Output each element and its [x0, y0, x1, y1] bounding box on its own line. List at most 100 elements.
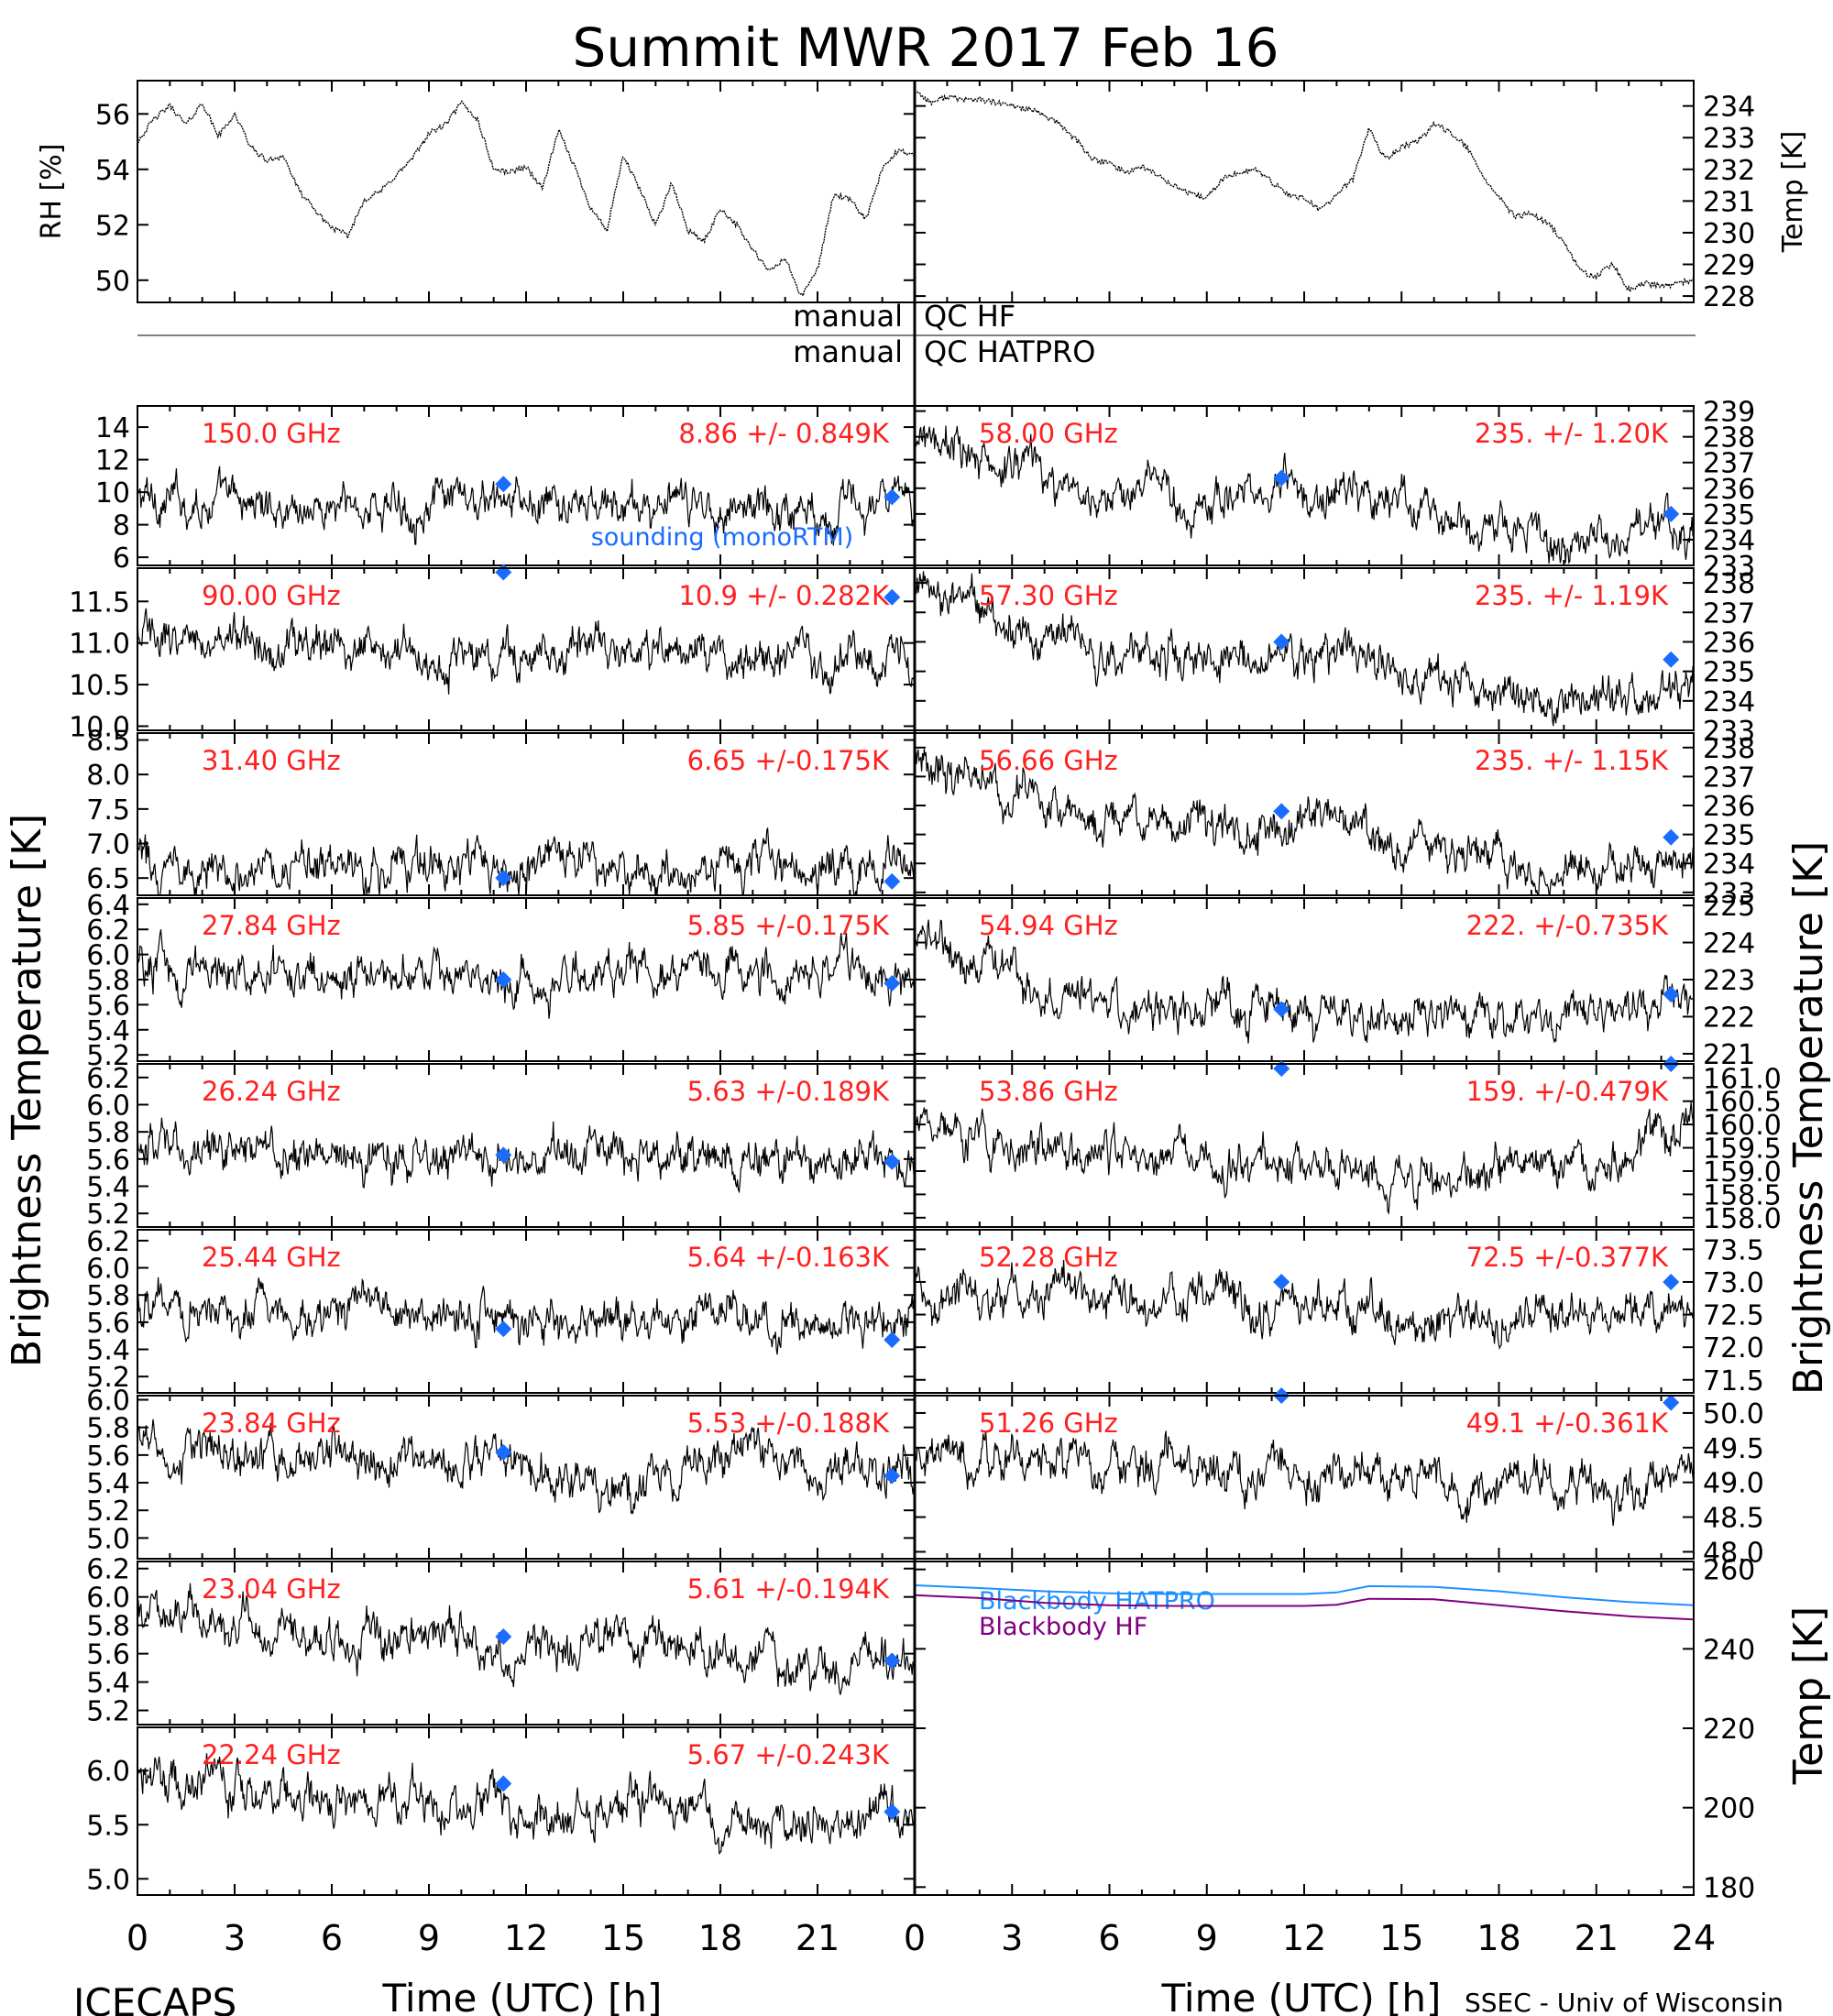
panel-54-94-y-tick-label: 223 — [1703, 965, 1755, 997]
panel-27-84-sounding-marker — [884, 975, 901, 992]
panel-56-66-y-tick-label: 237 — [1703, 761, 1755, 794]
panel-26-24-y-tick-label: 5.6 — [86, 1145, 130, 1177]
panel-56-66-y-tick-label: 233 — [1703, 878, 1755, 910]
x-tick-label-left: 6 — [321, 1918, 343, 1958]
panel-22-24: 22.24 GHz 5.67 +/-0.243K — [137, 1739, 916, 1855]
panel-22-24-y-tick-label: 5.0 — [86, 1864, 130, 1896]
x-tick-label-left: 3 — [224, 1918, 246, 1958]
panel-150-0-annotation: sounding (monoRTM) — [591, 523, 853, 552]
qc-row-2-left: manual — [793, 334, 903, 369]
x-tick-label-right: 3 — [1001, 1918, 1023, 1958]
panel-54-94-stat-label: 222. +/-0.735K — [1466, 910, 1669, 941]
panel-27-84-trace — [137, 929, 916, 1019]
panel-31-40-y-tick-label: 7.0 — [86, 829, 130, 861]
panel-53-86-trace — [914, 1101, 1695, 1215]
panel-51-26-trace — [914, 1430, 1695, 1527]
panel-31-40: 31.40 GHz 6.65 +/-0.175K — [137, 745, 916, 897]
panel-53-86-freq-label: 53.86 GHz — [979, 1076, 1118, 1107]
panel-rh: RH [%] — [36, 100, 916, 298]
panel-90-00-y-tick-label: 10.0 — [69, 711, 130, 743]
panel-57-30-trace — [914, 571, 1695, 727]
panel-blackbody-y-tick-label: 260 — [1703, 1555, 1755, 1587]
panel-31-40-sounding-marker — [495, 870, 512, 887]
panel-31-40-y-tick-label: 8.0 — [86, 760, 130, 792]
panel-54-94-y-tick-label: 225 — [1703, 891, 1755, 923]
panel-56-66-y-tick-label: 236 — [1703, 791, 1755, 823]
panel-temp: Temp [K] — [914, 91, 1809, 294]
panel-58-00-y-tick-label: 238 — [1703, 422, 1755, 455]
panel-27-84-y-tick-label: 6.4 — [86, 890, 130, 922]
panel-52-28-y-tick-label: 73.0 — [1703, 1267, 1764, 1299]
panel-25-44: 25.44 GHz 5.64 +/-0.163K — [137, 1242, 916, 1355]
panel-52-28-sounding-marker — [1663, 1273, 1680, 1290]
x-tick-label-right: 18 — [1476, 1918, 1520, 1958]
panel-26-24-y-tick-label: 6.0 — [86, 1090, 130, 1123]
panel-23-84-y-tick-label: 6.0 — [86, 1386, 130, 1418]
panel-23-04-sounding-marker — [495, 1628, 512, 1646]
panel-57-30-freq-label: 57.30 GHz — [979, 580, 1118, 611]
panel-23-04-y-tick-label: 6.0 — [86, 1583, 130, 1615]
panel-150-0-sounding-marker — [495, 476, 512, 493]
panel-52-28-freq-label: 52.28 GHz — [979, 1242, 1118, 1273]
panel-blackbody-series-hatpro — [914, 1584, 1695, 1606]
panel-temp-frame — [914, 80, 1695, 303]
panel-26-24-stat-label: 5.63 +/-0.189K — [687, 1076, 890, 1107]
panel-58-00-y-tick-label: 233 — [1703, 551, 1755, 583]
x-axis-label-right: Time (UTC) [h] — [1161, 1976, 1442, 2016]
panel-26-24: 26.24 GHz 5.63 +/-0.189K — [137, 1076, 916, 1194]
panel-90-00-y-tick-label: 10.5 — [69, 670, 130, 702]
panel-22-24-y-tick-label: 6.0 — [86, 1756, 130, 1788]
panel-51-26-y-tick-label: 50.0 — [1703, 1398, 1764, 1430]
panel-90-00-sounding-marker — [884, 588, 901, 606]
panel-54-94-trace — [914, 919, 1695, 1044]
panel-25-44-y-tick-label: 6.2 — [86, 1226, 130, 1258]
panel-58-00-y-tick-label: 234 — [1703, 525, 1755, 557]
panel-27-84-y-tick-label: 6.2 — [86, 915, 130, 947]
left-y-axis-label: Brightness Temperature [K] — [4, 814, 50, 1367]
panel-56-66-trace — [914, 747, 1695, 897]
panel-57-30: 57.30 GHz 235. +/- 1.19K — [914, 571, 1695, 727]
x-tick-label-right: 6 — [1098, 1918, 1120, 1958]
panel-90-00-trace — [137, 608, 916, 695]
panel-25-44-y-tick-label: 6.0 — [86, 1254, 130, 1286]
panel-temp-y-tick-label: 228 — [1703, 281, 1755, 313]
panel-22-24-freq-label: 22.24 GHz — [202, 1739, 341, 1770]
panel-23-04-trace — [137, 1583, 916, 1695]
panel-51-26-freq-label: 51.26 GHz — [979, 1408, 1118, 1439]
panel-150-0-y-tick-label: 14 — [95, 412, 130, 444]
panel-23-84-freq-label: 23.84 GHz — [202, 1408, 341, 1439]
panel-90-00-sounding-marker — [495, 564, 512, 581]
panel-22-24-y-tick-label: 5.5 — [86, 1810, 130, 1842]
panel-blackbody-y-tick-label: 240 — [1703, 1634, 1755, 1666]
panel-51-26-y-tick-label: 49.0 — [1703, 1468, 1764, 1500]
panel-31-40-trace — [137, 827, 916, 897]
panel-23-04-y-tick-label: 5.4 — [86, 1668, 130, 1700]
panel-31-40-sounding-marker — [884, 872, 901, 890]
panel-56-66-y-tick-label: 238 — [1703, 733, 1755, 765]
panel-58-00-freq-label: 58.00 GHz — [979, 418, 1118, 449]
panel-150-0-freq-label: 150.0 GHz — [202, 418, 341, 449]
panel-54-94-y-tick-label: 224 — [1703, 928, 1755, 960]
panel-23-84-y-tick-label: 5.6 — [86, 1441, 130, 1473]
panel-90-00-y-tick-label: 11.5 — [69, 586, 130, 619]
panel-23-04-freq-label: 23.04 GHz — [202, 1573, 341, 1605]
panel-56-66: 56.66 GHz 235. +/- 1.15K — [914, 745, 1695, 897]
panel-51-26-y-tick-label: 48.0 — [1703, 1537, 1764, 1569]
footer-left: ICECAPS — [73, 1980, 236, 2016]
panel-57-30-y-tick-label: 234 — [1703, 686, 1755, 718]
panel-temp-y-tick-label: 232 — [1703, 155, 1755, 187]
panel-56-66-sounding-marker — [1273, 803, 1290, 820]
panel-25-44-y-tick-label: 5.6 — [86, 1308, 130, 1340]
panel-rh-frame — [137, 80, 916, 303]
panel-58-00-trace — [914, 424, 1695, 564]
panel-23-84-y-tick-label: 5.8 — [86, 1413, 130, 1445]
x-tick-label-left: 15 — [601, 1918, 645, 1958]
panel-23-04-stat-label: 5.61 +/-0.194K — [687, 1573, 890, 1605]
panel-27-84-y-tick-label: 5.6 — [86, 990, 130, 1022]
panel-26-24-sounding-marker — [495, 1146, 512, 1164]
qc-section: manual QC HF manual QC HATPRO — [137, 299, 1696, 369]
footer-right: SSEC - Univ of Wisconsin — [1465, 1988, 1784, 2016]
panel-23-84-y-tick-label: 5.4 — [86, 1468, 130, 1500]
